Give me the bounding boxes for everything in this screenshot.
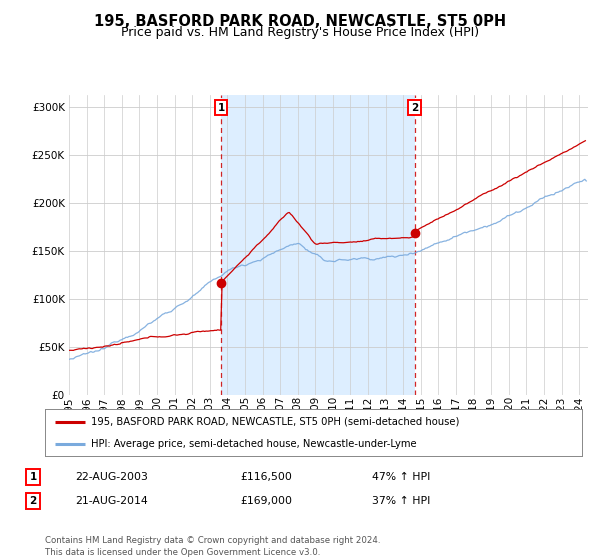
Text: 1: 1 (217, 102, 224, 113)
Text: 195, BASFORD PARK ROAD, NEWCASTLE, ST5 0PH: 195, BASFORD PARK ROAD, NEWCASTLE, ST5 0… (94, 14, 506, 29)
Text: 195, BASFORD PARK ROAD, NEWCASTLE, ST5 0PH (semi-detached house): 195, BASFORD PARK ROAD, NEWCASTLE, ST5 0… (91, 417, 459, 427)
Text: 2: 2 (411, 102, 418, 113)
Text: Price paid vs. HM Land Registry's House Price Index (HPI): Price paid vs. HM Land Registry's House … (121, 26, 479, 39)
Text: £116,500: £116,500 (240, 472, 292, 482)
Text: 37% ↑ HPI: 37% ↑ HPI (372, 496, 430, 506)
Text: 1: 1 (29, 472, 37, 482)
Text: 21-AUG-2014: 21-AUG-2014 (75, 496, 148, 506)
Text: 2: 2 (29, 496, 37, 506)
Text: 22-AUG-2003: 22-AUG-2003 (75, 472, 148, 482)
Text: 47% ↑ HPI: 47% ↑ HPI (372, 472, 430, 482)
Text: HPI: Average price, semi-detached house, Newcastle-under-Lyme: HPI: Average price, semi-detached house,… (91, 438, 416, 449)
Text: £169,000: £169,000 (240, 496, 292, 506)
Text: Contains HM Land Registry data © Crown copyright and database right 2024.
This d: Contains HM Land Registry data © Crown c… (45, 536, 380, 557)
